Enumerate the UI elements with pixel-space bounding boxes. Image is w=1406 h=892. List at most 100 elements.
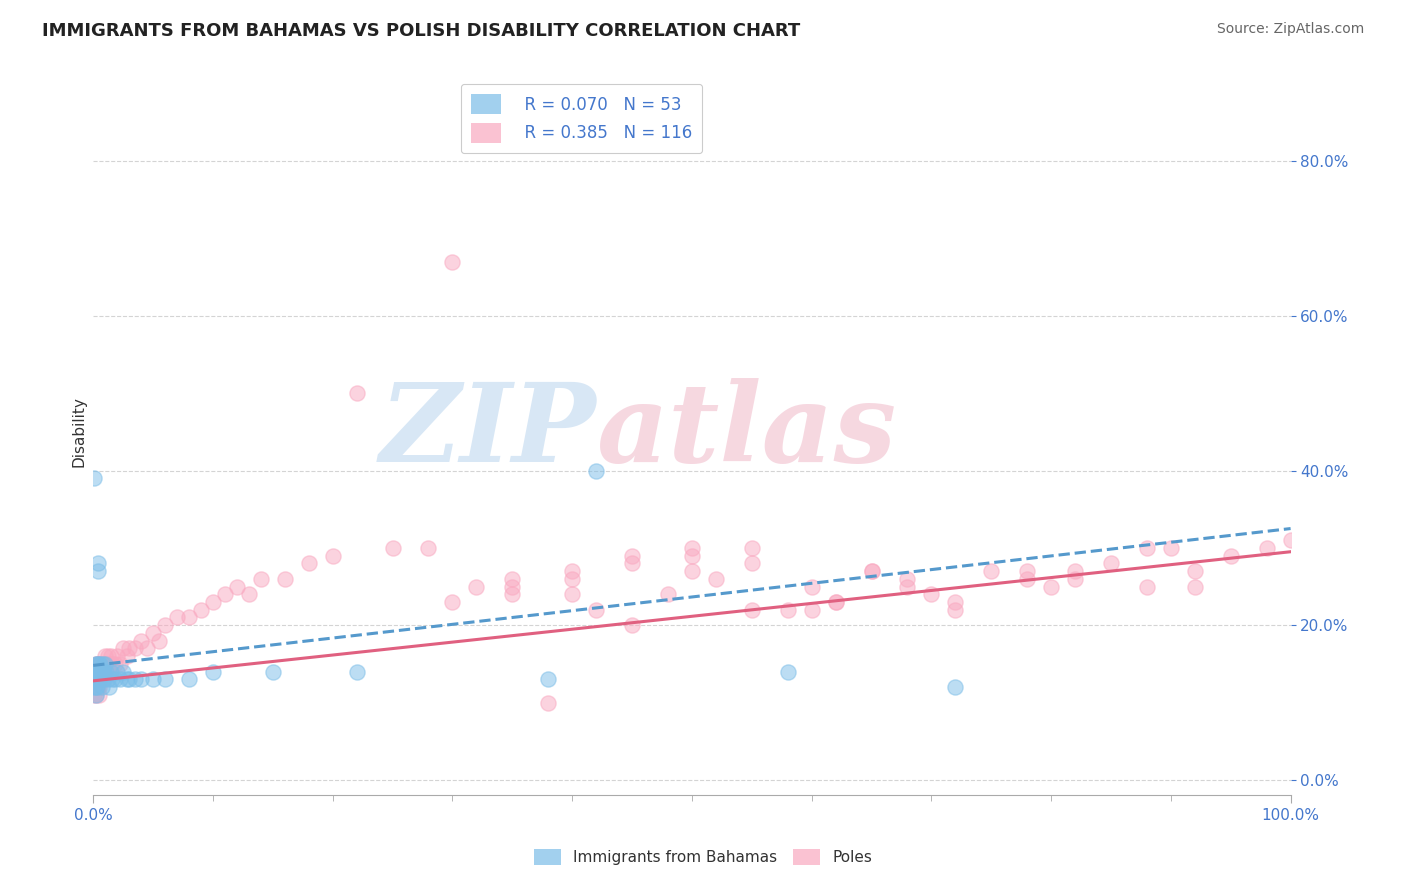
Point [1017, 572, 1039, 586]
Point [93, 657, 115, 671]
Point [129, 633, 152, 648]
Point [86, 673, 108, 687]
Point [537, 696, 560, 710]
Point [118, 641, 141, 656]
Point [741, 603, 763, 617]
Point [97, 680, 120, 694]
Point [1256, 541, 1278, 555]
Point [89, 665, 111, 679]
Point [148, 633, 170, 648]
Point [920, 587, 942, 601]
Point [86, 665, 108, 679]
Point [96, 657, 118, 671]
Point [84, 657, 107, 671]
Point [84, 680, 107, 694]
Point [1160, 541, 1182, 555]
Point [129, 673, 152, 687]
Legend:   R = 0.070   N = 53,   R = 0.385   N = 116: R = 0.070 N = 53, R = 0.385 N = 116 [461, 84, 703, 153]
Point [262, 665, 284, 679]
Point [89, 657, 111, 671]
Point [89, 657, 111, 671]
Point [91, 657, 114, 671]
Point [322, 549, 344, 563]
Point [1064, 572, 1087, 586]
Point [561, 564, 583, 578]
Point [824, 595, 846, 609]
Point [238, 587, 260, 601]
Point [84, 688, 107, 702]
Point [118, 673, 141, 687]
Point [166, 610, 188, 624]
Point [537, 673, 560, 687]
Point [585, 603, 607, 617]
Point [89, 665, 111, 679]
Point [86, 673, 108, 687]
Point [83, 665, 105, 679]
Point [101, 657, 124, 671]
Point [90, 665, 112, 679]
Point [87, 665, 110, 679]
Point [741, 557, 763, 571]
Point [93, 673, 115, 687]
Point [87, 680, 110, 694]
Point [108, 657, 131, 671]
Point [94, 665, 117, 679]
Point [86, 657, 108, 671]
Point [94, 657, 117, 671]
Point [346, 386, 368, 401]
Point [501, 587, 523, 601]
Point [681, 549, 703, 563]
Point [704, 572, 727, 586]
Point [94, 657, 117, 671]
Y-axis label: Disability: Disability [72, 396, 86, 467]
Point [89, 665, 111, 679]
Point [501, 580, 523, 594]
Point [441, 255, 464, 269]
Point [681, 541, 703, 555]
Point [96, 673, 118, 687]
Point [980, 564, 1002, 578]
Point [89, 673, 111, 687]
Point [90, 657, 112, 671]
Point [86, 680, 108, 694]
Point [84, 673, 107, 687]
Point [142, 673, 165, 687]
Point [96, 665, 118, 679]
Point [96, 649, 118, 664]
Point [441, 595, 464, 609]
Point [153, 618, 176, 632]
Point [1184, 580, 1206, 594]
Point [104, 657, 127, 671]
Point [621, 549, 644, 563]
Point [1040, 580, 1063, 594]
Point [136, 641, 159, 656]
Point [83, 680, 105, 694]
Point [800, 603, 823, 617]
Point [142, 626, 165, 640]
Point [86, 680, 108, 694]
Point [90, 673, 112, 687]
Point [90, 665, 112, 679]
Point [84, 680, 107, 694]
Point [465, 580, 488, 594]
Point [83, 673, 105, 687]
Point [101, 673, 124, 687]
Point [1136, 541, 1159, 555]
Point [1279, 533, 1302, 548]
Point [943, 595, 966, 609]
Point [124, 641, 146, 656]
Text: atlas: atlas [596, 378, 897, 485]
Point [98, 665, 121, 679]
Point [298, 557, 321, 571]
Point [681, 564, 703, 578]
Point [83, 665, 105, 679]
Point [115, 673, 138, 687]
Point [84, 673, 107, 687]
Point [1064, 564, 1087, 578]
Point [89, 680, 111, 694]
Point [112, 641, 135, 656]
Point [115, 649, 138, 664]
Point [201, 665, 224, 679]
Point [91, 665, 114, 679]
Point [201, 595, 224, 609]
